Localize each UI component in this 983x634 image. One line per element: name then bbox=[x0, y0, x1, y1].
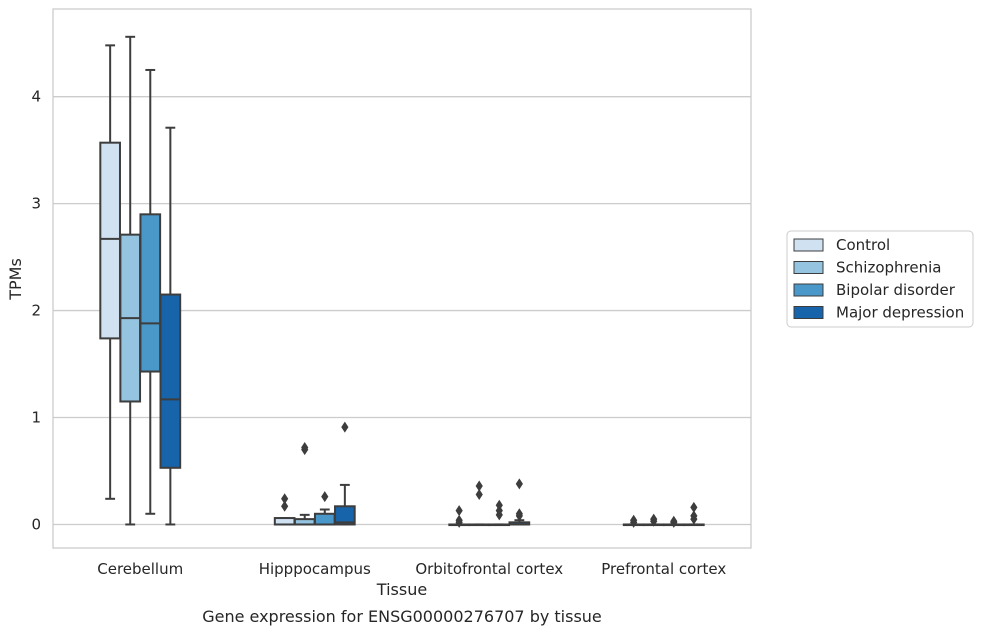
outlier-point bbox=[515, 508, 523, 520]
y-axis-title: TPMs bbox=[6, 258, 25, 301]
outlier-point bbox=[630, 514, 638, 526]
box-group bbox=[683, 501, 705, 527]
box-group bbox=[293, 441, 316, 526]
x-tick-label: Prefrontal cortex bbox=[601, 560, 726, 578]
figure-caption: Gene expression for ENSG00000276707 by t… bbox=[202, 607, 602, 626]
x-tick-label: Hipppocampus bbox=[259, 560, 371, 578]
box-group bbox=[139, 68, 162, 515]
outlier-point bbox=[321, 491, 329, 503]
y-tick-label: 2 bbox=[31, 302, 41, 320]
x-tick-label: Cerebellum bbox=[97, 560, 183, 578]
outlier-point bbox=[670, 515, 678, 527]
box-group bbox=[468, 480, 491, 527]
box-iqr bbox=[313, 512, 336, 526]
box-iqr bbox=[139, 213, 162, 373]
outlier-point bbox=[690, 510, 698, 522]
x-tick-label: Orbitofrontal cortex bbox=[415, 560, 563, 578]
legend-frame bbox=[786, 230, 974, 328]
legend-swatch bbox=[793, 238, 824, 252]
y-tick-label: 4 bbox=[31, 88, 41, 106]
outlier-point bbox=[475, 480, 483, 492]
outlier-point bbox=[455, 514, 463, 526]
legend-swatch bbox=[793, 261, 824, 274]
outlier-point bbox=[495, 499, 503, 511]
outlier-point bbox=[690, 501, 698, 513]
box-group bbox=[334, 421, 356, 526]
outlier-point bbox=[650, 513, 658, 525]
outlier-point bbox=[455, 505, 463, 517]
y-tick-labels: 0 1 2 3 4 bbox=[31, 88, 41, 534]
plot-frame bbox=[52, 8, 752, 549]
legend-swatch bbox=[793, 283, 824, 297]
legend: Control Schizophrenia Bipolar disorder Majo… bbox=[786, 230, 974, 328]
box-iqr bbox=[334, 505, 356, 526]
box-group bbox=[508, 478, 531, 526]
y-tick-label: 3 bbox=[31, 195, 41, 213]
x-tick-labels: Cerebellum Hipppocampus Orbitofrontal cort… bbox=[97, 560, 726, 578]
box-iqr bbox=[159, 293, 182, 469]
outlier-point bbox=[341, 421, 349, 433]
y-tick-label: 0 bbox=[31, 515, 41, 533]
outlier-point bbox=[281, 493, 289, 505]
box-group bbox=[448, 505, 470, 528]
box-group bbox=[273, 493, 296, 526]
box-group bbox=[313, 491, 336, 526]
x-axis-title: Tissue bbox=[376, 580, 427, 599]
y-tick-label: 1 bbox=[31, 409, 41, 427]
legend-label: Major depression bbox=[836, 304, 964, 322]
box-series bbox=[99, 35, 705, 528]
outlier-point bbox=[515, 478, 523, 490]
legend-label: Bipolar disorder bbox=[836, 281, 956, 299]
box-group bbox=[99, 44, 121, 500]
outlier-point bbox=[301, 441, 309, 453]
outlier-point bbox=[475, 489, 483, 501]
box-iqr bbox=[99, 141, 121, 340]
outlier-point bbox=[281, 500, 289, 512]
legend-label: Control bbox=[836, 236, 890, 254]
box-group bbox=[119, 35, 142, 526]
legend-swatch bbox=[793, 306, 824, 319]
box-group bbox=[159, 126, 182, 526]
legend-label: Schizophrenia bbox=[836, 259, 941, 277]
